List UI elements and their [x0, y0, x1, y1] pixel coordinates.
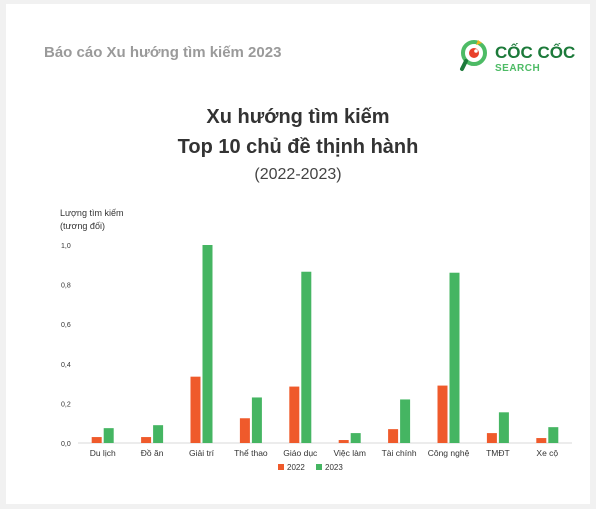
- bar-2022: [141, 437, 152, 443]
- bar-2023: [498, 412, 509, 443]
- logo-subtitle: SEARCH: [495, 63, 541, 74]
- bar-2023: [153, 425, 164, 443]
- bar-2022: [437, 385, 448, 443]
- x-tick-label: Du lịch: [90, 448, 116, 458]
- bar-2023: [202, 245, 213, 443]
- x-tick-label: Việc làm: [333, 448, 365, 458]
- legend-label-2023: 2023: [325, 463, 343, 472]
- x-tick-label: TMĐT: [486, 448, 510, 458]
- y-axis-label-line1: Lượng tìm kiếm: [60, 208, 124, 218]
- bar-2022: [338, 440, 349, 443]
- coccoc-logo: CỐC CỐC SEARCH: [459, 39, 579, 79]
- report-title: Báo cáo Xu hướng tìm kiếm 2023: [44, 44, 282, 61]
- bar-2022: [190, 376, 201, 443]
- bar-2023: [449, 272, 460, 443]
- bar-chart: 0,0 0,2 0,4 0,6 0,8 1,0 Du lịch Đồ ăn Giải trí Th…: [61, 243, 572, 472]
- x-tick-label: Xe cộ: [536, 448, 558, 458]
- bar-2022: [536, 438, 547, 443]
- x-tick-label: Thể thao: [234, 448, 268, 458]
- y-tick-label: 0,4: [61, 362, 71, 369]
- chart-title-line1: Xu hướng tìm kiếm: [206, 106, 390, 128]
- x-tick-label: Giải trí: [189, 448, 215, 458]
- bar-2022: [486, 433, 497, 443]
- y-tick-label: 0,2: [61, 401, 71, 408]
- report-card: Báo cáo Xu hướng tìm kiếm 2023 CỐC CỐC S…: [6, 4, 590, 504]
- bar-2023: [251, 397, 262, 443]
- bar-2022: [239, 418, 250, 443]
- x-tick-label: Giáo dục: [283, 448, 318, 458]
- logo-wordmark: CỐC CỐC: [495, 43, 576, 62]
- y-tick-label: 1,0: [61, 243, 71, 250]
- bar-2022: [91, 437, 102, 443]
- coccoc-logo-icon: [460, 40, 487, 71]
- x-tick-label: Đồ ăn: [141, 448, 164, 458]
- x-tick-label: Công nghệ: [428, 448, 470, 458]
- y-tick-label: 0,0: [61, 441, 71, 448]
- bar-2022: [388, 429, 399, 443]
- bar-2023: [301, 271, 312, 443]
- y-tick-label: 0,6: [61, 322, 71, 329]
- y-axis-label-line2: (tương đối): [60, 221, 105, 231]
- bar-2023: [400, 399, 411, 443]
- chart-title-line2: Top 10 chủ đề thịnh hành: [177, 136, 419, 158]
- y-axis-label: Lượng tìm kiếm (tương đối): [60, 207, 123, 233]
- bar-2023: [548, 427, 559, 443]
- y-tick-label: 0,8: [61, 283, 71, 290]
- legend-swatch-2023: [316, 464, 322, 470]
- x-tick-label: Tài chính: [382, 448, 417, 458]
- chart-subtitle: (2022-2023): [254, 166, 342, 183]
- bar-2023: [350, 433, 361, 443]
- legend-swatch-2022: [278, 464, 284, 470]
- bar-2023: [103, 428, 114, 443]
- bar-2022: [289, 386, 300, 443]
- legend-label-2022: 2022: [287, 463, 305, 472]
